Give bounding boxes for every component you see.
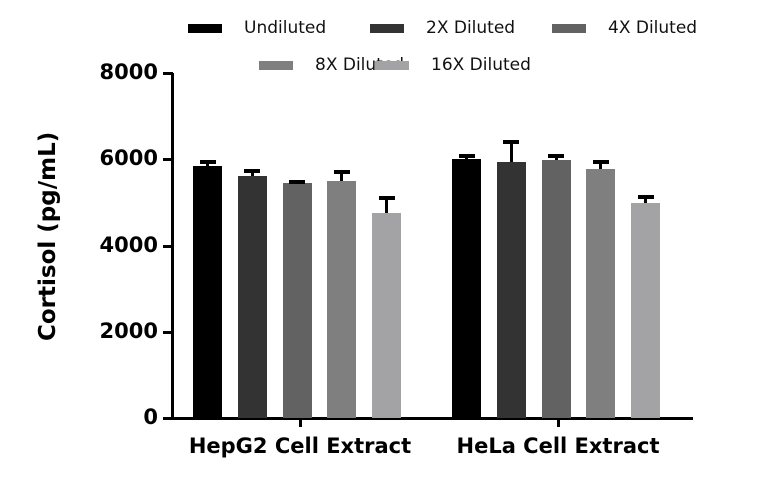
bar: [327, 180, 357, 418]
y-tick-label: 6000: [99, 146, 158, 171]
legend-label: 16X Diluted: [431, 55, 531, 75]
legend-swatch: [188, 23, 222, 33]
legend-swatch: [370, 23, 404, 33]
error-bar: [340, 170, 344, 181]
error-bar: [250, 170, 254, 177]
bar: [496, 161, 526, 418]
error-cap: [244, 169, 261, 174]
y-tick: [163, 417, 173, 420]
x-category-label: HeLa Cell Extract: [456, 434, 660, 458]
error-cap: [637, 194, 654, 199]
y-axis-label: Cortisol (pg/mL): [35, 131, 61, 341]
y-tick: [163, 158, 173, 162]
bar: [586, 168, 616, 418]
error-bar: [644, 195, 648, 203]
error-cap: [289, 180, 306, 185]
legend-label: 2X Diluted: [426, 18, 516, 38]
y-tick: [163, 244, 173, 248]
y-tick: [163, 72, 173, 75]
legend-item: 2X Diluted: [370, 18, 515, 38]
y-tick-label: 4000: [99, 232, 158, 257]
error-cap: [458, 153, 475, 158]
x-category-label: HepG2 Cell Extract: [188, 434, 412, 458]
error-cap: [548, 154, 565, 159]
bar: [631, 202, 661, 418]
legend-swatch: [259, 60, 293, 70]
y-tick-label: 2000: [99, 318, 158, 343]
error-cap: [199, 159, 216, 164]
legend-item: Undiluted: [188, 18, 326, 38]
y-tick-label: 8000: [99, 60, 158, 84]
legend-label: 8X Diluted: [315, 55, 405, 75]
legend-swatch: [375, 60, 409, 70]
error-bar: [599, 161, 603, 169]
bar: [372, 213, 402, 418]
legend-item: 16X Diluted: [375, 55, 531, 75]
bar: [237, 176, 267, 418]
bar: [541, 160, 571, 418]
error-cap: [503, 140, 520, 145]
y-tick: [163, 330, 173, 334]
y-tick-label: 0: [143, 405, 158, 429]
legend-label: Undiluted: [244, 18, 327, 38]
error-bar: [385, 197, 389, 214]
x-tick: [557, 418, 560, 427]
bar: [193, 166, 222, 418]
legend-item: 8X Diluted: [259, 55, 404, 75]
x-tick: [299, 418, 302, 427]
legend-item: 4X Diluted: [552, 18, 697, 38]
error-cap: [333, 169, 350, 174]
error-cap: [592, 160, 609, 165]
bar: [452, 159, 481, 418]
error-cap: [378, 196, 395, 201]
legend-swatch: [552, 23, 586, 33]
x-axis-line: [171, 417, 693, 420]
bar: [282, 182, 312, 418]
legend-label: 4X Diluted: [608, 18, 698, 38]
error-bar: [509, 141, 513, 162]
